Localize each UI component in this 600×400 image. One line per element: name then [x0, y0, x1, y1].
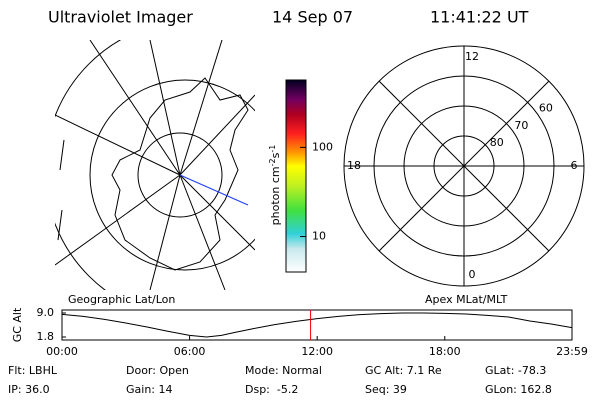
lat-label: 70 — [514, 119, 528, 132]
status-field: Dsp: -5.2 — [245, 383, 298, 396]
colorbar — [285, 79, 307, 273]
lat-label: 60 — [539, 102, 553, 115]
x-tick-label: 12:00 — [301, 345, 333, 358]
colorbar-label: photon cm-2s-1 — [268, 145, 283, 226]
status-field: Mode: Normal — [245, 364, 322, 377]
date: 14 Sep 07 — [272, 8, 353, 27]
label-part: s — [269, 152, 282, 158]
status-field: Seq: 39 — [365, 383, 407, 396]
noon-line — [179, 174, 249, 206]
mlt-label: 18 — [347, 159, 361, 172]
lat-ring — [433, 135, 495, 197]
mlt-label: 12 — [465, 50, 479, 63]
status-field: Door: Open — [126, 364, 189, 377]
status-field: GLon: 162.8 — [485, 383, 552, 396]
lat-ring — [403, 105, 525, 227]
lat-circle — [137, 132, 223, 218]
coastline — [57, 139, 65, 241]
label-part: -1 — [268, 145, 277, 153]
lat-circle — [89, 79, 255, 271]
y-axis-label: GC Alt — [11, 307, 24, 342]
lat-ring — [373, 75, 555, 257]
polar-label: Apex MLat/MLT — [425, 293, 508, 306]
colorbar-tick-label: 10 — [312, 230, 326, 243]
coastline — [111, 77, 249, 271]
status-field: IP: 36.0 — [8, 383, 50, 396]
status-field: Flt: LBHL — [8, 364, 58, 377]
meridians — [55, 40, 255, 290]
title: Ultraviolet Imager — [48, 8, 193, 27]
map-label: Geographic Lat/Lon — [68, 293, 175, 306]
x-tick-label: 18:00 — [429, 345, 461, 358]
label-part: -2 — [268, 158, 277, 166]
x-tick-label: 06:00 — [174, 345, 206, 358]
time: 11:41:22 UT — [430, 8, 529, 27]
colorbar-tick-label: 100 — [312, 140, 333, 153]
mlt-label: 0 — [469, 268, 476, 281]
series-line — [61, 312, 573, 338]
status-field: GC Alt: 7.1 Re — [365, 364, 442, 377]
map — [55, 40, 255, 290]
y-tick-label: 9.0 — [37, 306, 55, 319]
status-field: GLat: -78.3 — [485, 364, 546, 377]
x-tick-label: 23:59 — [556, 345, 588, 358]
label-part: photon cm — [269, 166, 282, 225]
status-field: Gain: 14 — [126, 383, 173, 396]
lat-label: 80 — [490, 136, 504, 149]
mlt-label: 6 — [571, 159, 578, 172]
x-tick-label: 00:00 — [46, 345, 78, 358]
y-tick-label: 1.8 — [37, 330, 55, 343]
